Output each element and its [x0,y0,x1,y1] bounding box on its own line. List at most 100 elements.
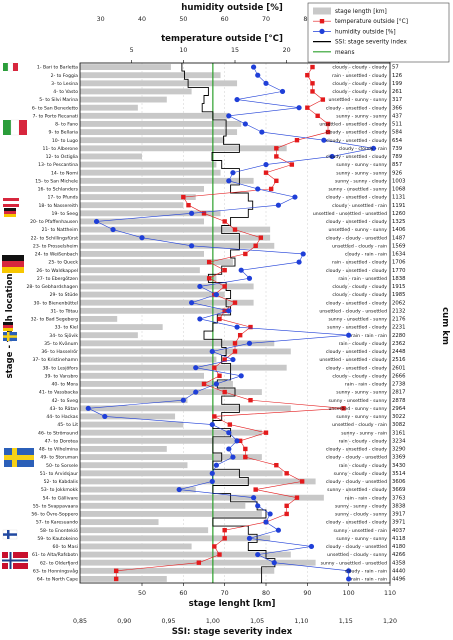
humidity-point [230,454,236,460]
stage-length-bar [80,576,167,582]
temperature-point [222,267,227,273]
stage-label: 14- to Nomi [51,170,78,176]
humidity-line [87,66,374,579]
weather-condition: cloudy - cloudy - cloudy [332,89,387,95]
stage-length-bar [80,72,221,79]
stage-label: 33- to Kiel [55,325,78,331]
temperature-point [325,129,331,135]
humidity-point [246,275,253,281]
stage-label: 17- to Pfunds [47,195,78,201]
temperature-point [243,251,248,257]
temperature-series [113,64,346,582]
weather-condition: cloudy - unsettled - cloudy [326,195,387,201]
stage-label: 30- to Bienenbüttel [34,300,78,306]
humidity-point [238,267,244,273]
weather-condition: unsettled - cloudy - unsettled [319,308,387,314]
stage-label: 8- to Fano [55,122,78,128]
temperature-point [274,146,279,151]
stage-length-bar [80,381,233,387]
stage-length-bar [80,413,176,420]
cum-km-value: 2601 [392,365,405,371]
humidity-point [242,121,248,127]
temperature-point [206,276,212,281]
weather-condition: unsettled - cloudy - sunny [327,552,387,558]
temperature-point [294,137,300,143]
humidity-point [234,324,240,330]
cum-km-value: 3606 [392,479,406,485]
stage-label: 3- to Lesina [51,81,78,87]
cum-km-value: 1325 [392,219,405,225]
cum-km-value: 2062 [392,300,405,306]
weather-condition: cloudy - unsettled - cloudy [326,105,387,111]
stage-label: 21- to Nattheim [42,227,79,233]
weather-condition: sunny - sunny - cloudy [335,178,387,184]
weather-condition: cloudy - unsettled - cloudy [326,447,387,453]
weather-condition: sunny - unsettled - unsettled [321,560,387,566]
temperature-point [212,544,217,549]
stage-label: 18- to Nassereith [38,203,78,209]
stage-label: 6- to San Benedetto [32,105,78,111]
stage-label: 51- to Arvidsjaur [40,471,78,477]
ssi-tick-label: 1,15 [339,618,353,625]
weather-condition: unsettled - unsettled - cloudy [319,357,387,363]
stage-label: 19- to Seeg [51,211,78,217]
ssi-tick-label: 0,90 [117,618,131,625]
weather-condition: cloudy - unsettled - cloudy [326,365,387,371]
stage-length-bar [80,462,188,469]
humidity-point [197,283,203,290]
temperature-point [212,365,217,370]
temperature-point [284,511,289,517]
humidity-point [102,413,108,420]
cum-km-value: 2362 [392,341,405,347]
cum-km-value: 654 [392,138,403,144]
stage-length-bar [80,519,159,525]
humidity-point [251,495,257,501]
stage-label: 24- to Weißenbach [35,252,78,258]
cum-km-value: 2964 [392,406,406,412]
stage-length-bar [80,96,167,103]
humidity-point [226,446,232,452]
stage-label: 47- to Dorotea [45,438,79,444]
stage-length-bar [80,397,188,404]
cum-km-value: 4118 [392,536,406,542]
humidity-point [263,80,269,86]
cum-km-value: 2817 [392,390,405,396]
stage-length-bar [80,543,192,550]
humidity-point [255,551,261,558]
stage-length-bar [80,332,138,339]
legend-entry-label: stage length [km] [335,9,387,15]
austria-flag [3,198,19,207]
humidity-point [110,226,116,233]
temperature-point [305,72,310,78]
weather-condition: rain - rain - unsettled [338,276,387,282]
stage-label: 37- to Kristinehamn [32,357,78,363]
cum-km-value: 199 [392,81,402,87]
stage-length-bar [80,218,204,225]
stage-length-bar [80,299,254,306]
temperature-point [206,259,212,265]
legend-box [307,2,450,63]
humidity-point [308,543,315,550]
cum-km-value: 317 [392,97,402,103]
temperature-point [222,308,227,314]
stage-length-bar [80,494,324,501]
stage-label: 7- to Porto Recanati [33,113,78,119]
humidity-point [234,438,240,444]
weather-condition: sunny - sunny - sunny [336,415,387,420]
cum-km-value: 2738 [392,382,406,388]
weather-condition: cloudy - cloudy - unsettled [326,455,387,461]
cum-km-value: 3514 [392,471,406,477]
humidity-point [255,503,261,509]
temperature-point [186,202,191,208]
weather-condition: cloudy - cloudy - cloudy [332,373,387,379]
temperature-point [227,422,233,427]
temperature-point [222,527,227,533]
stage-length-tick-label: 50 [138,590,146,597]
stage-label: 45- to Lit [57,422,78,428]
weather-condition: cloudy - cloudy - cloudy [332,65,387,71]
stage-length-tick-label: 100 [343,590,355,597]
humidity-point [209,348,215,355]
stage-label: 36- to Hasselrör [41,349,78,355]
cum-km-value: 366 [392,105,403,111]
stage-length-bar [80,372,204,379]
